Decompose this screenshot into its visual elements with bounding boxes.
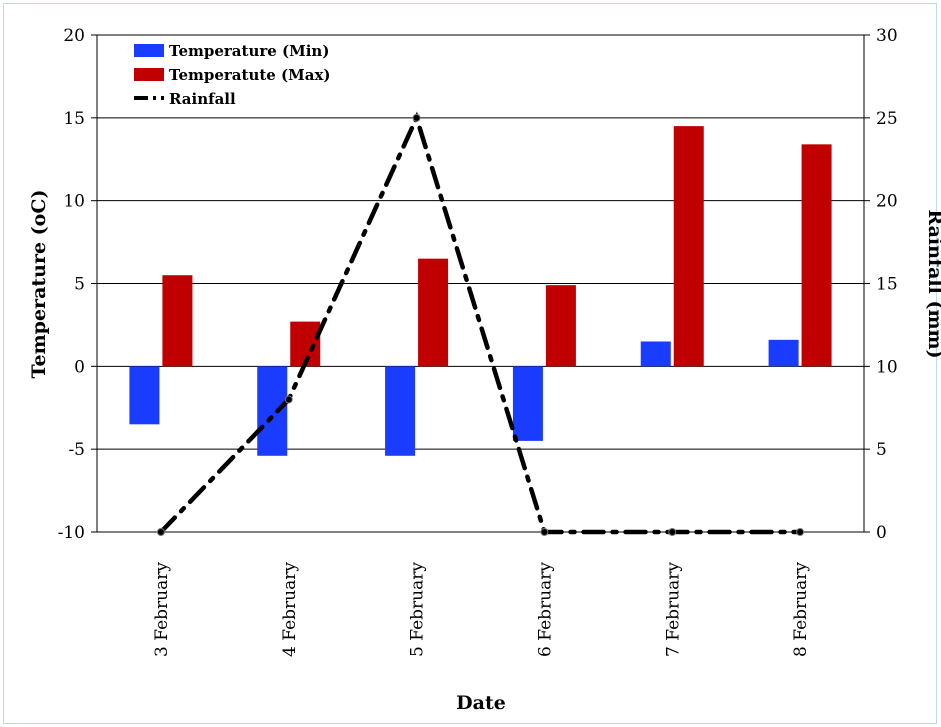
rainfall-line	[158, 111, 803, 535]
y2-tick-label: 30	[876, 26, 898, 46]
bar-temperature-min	[768, 339, 799, 367]
bar-temperature-min	[512, 366, 543, 441]
bars	[129, 126, 832, 456]
y2-axis-title: Rainfall (mm)	[924, 209, 941, 358]
legend-label-rainfall: Rainfall	[169, 90, 236, 108]
tick-labels: 20 30 15 25 10 20 5 15 0 10 -5 5 -10 0 3 February 4 Feb…	[58, 26, 898, 657]
gridlines	[97, 34, 864, 533]
x-tick-label: 4 February	[280, 562, 300, 657]
rainfall-point	[796, 528, 805, 536]
legend: Temperature (Min) Temperatute (Max) Rain…	[134, 42, 331, 108]
rainfall-point	[668, 528, 677, 536]
y-tick-label: 10	[63, 192, 85, 212]
x-axis-title: Date	[456, 692, 506, 714]
chart-frame	[3, 3, 937, 724]
y-tick-label: -10	[58, 523, 85, 543]
x-tick-label: 7 February	[663, 562, 683, 657]
bar-temperature-min	[257, 366, 288, 456]
rainfall-point	[412, 113, 421, 122]
x-tick-label: 6 February	[535, 562, 555, 657]
bar-temperature-max	[162, 275, 193, 367]
y2-tick-label: 15	[876, 275, 898, 295]
rainfall-line-layer	[156, 111, 805, 536]
bar-temperature-max	[545, 285, 576, 367]
bar-temperature-min	[640, 341, 671, 367]
y-tick-label: 0	[74, 357, 85, 377]
x-tick-label: 3 February	[152, 562, 172, 657]
y-tick-label: 5	[74, 275, 85, 295]
legend-label-min: Temperature (Min)	[169, 42, 329, 60]
y2-tick-label: 10	[876, 357, 898, 377]
rainfall-point	[540, 528, 549, 536]
y2-tick-label: 25	[876, 109, 898, 129]
y2-tick-label: 20	[876, 192, 898, 212]
legend-swatch-min	[134, 44, 164, 57]
bar-temperature-max	[673, 126, 704, 367]
x-tick-label: 8 February	[791, 562, 811, 657]
bar-temperature-max	[801, 144, 832, 367]
legend-label-max: Temperatute (Max)	[169, 66, 331, 84]
rainfall-point	[156, 528, 165, 536]
y-axis-title: Temperature (oC)	[28, 190, 50, 379]
y-tick-label: 15	[63, 109, 85, 129]
y2-tick-label: 5	[876, 440, 887, 460]
y-tick-label: -5	[68, 440, 85, 460]
bar-temperature-min	[385, 366, 416, 456]
x-tick-label: 5 February	[408, 562, 428, 657]
bar-temperature-min	[129, 366, 160, 425]
rainfall-point	[284, 395, 293, 404]
y-tick-label: 20	[63, 26, 85, 46]
bar-temperature-max	[418, 258, 449, 367]
legend-swatch-max	[134, 68, 164, 81]
axes	[91, 34, 870, 533]
y2-tick-label: 0	[876, 523, 887, 543]
